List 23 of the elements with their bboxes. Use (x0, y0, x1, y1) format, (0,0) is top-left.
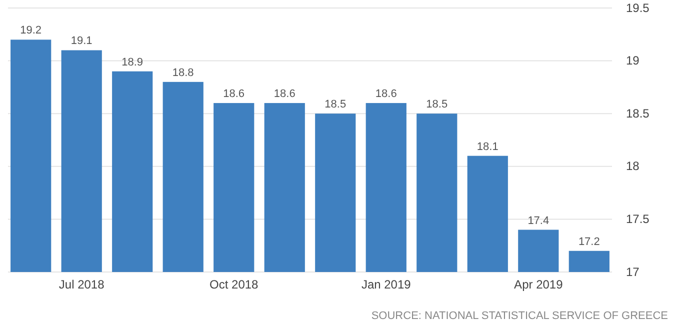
y-tick-label: 19.5 (626, 0, 650, 15)
y-tick-label: 19 (626, 54, 640, 68)
data-label: 17.2 (578, 236, 600, 248)
x-tick-label: Jan 2019 (361, 278, 412, 292)
x-tick-label: Jul 2018 (58, 278, 105, 292)
data-label: 19.2 (20, 24, 42, 37)
source-note: SOURCE: NATIONAL STATISTICAL SERVICE OF GREECE (371, 310, 668, 322)
data-label: 18.8 (172, 66, 194, 79)
data-label: 19.1 (70, 35, 92, 48)
x-tick-label: Apr 2019 (514, 278, 564, 292)
data-label: 18.6 (223, 88, 245, 100)
data-label: 18.9 (122, 56, 144, 68)
x-tick-label: Oct 2018 (210, 278, 259, 292)
y-tick-label: 17.5 (626, 212, 650, 226)
y-tick-label: 18 (626, 159, 640, 174)
y-tick-label: 17 (626, 264, 640, 279)
data-label: 18.5 (426, 98, 448, 111)
data-label: 18.6 (274, 88, 296, 100)
data-label: 18.5 (324, 98, 346, 111)
data-label: 18.6 (375, 88, 397, 100)
data-label: 17.4 (528, 214, 550, 227)
y-tick-label: 18.5 (626, 106, 650, 120)
data-label: 18.1 (476, 140, 498, 153)
